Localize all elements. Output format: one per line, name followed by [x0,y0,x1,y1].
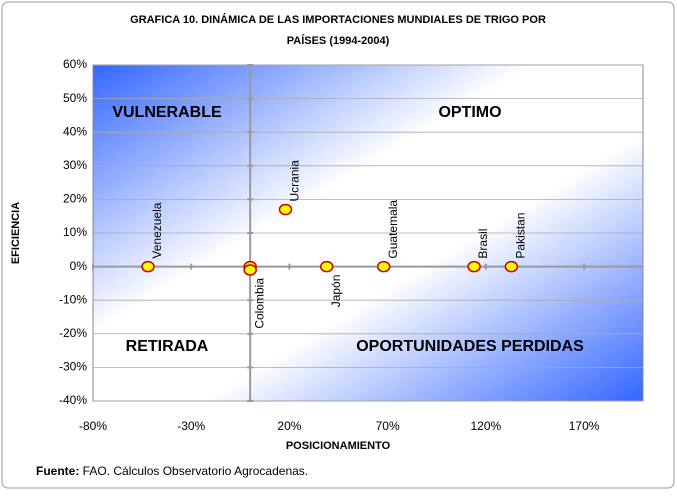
y-tick-label: 60% [63,57,87,71]
point-label: Japón [329,275,343,308]
y-tick-label: -20% [59,326,87,340]
point-label: Venezuela [150,202,164,258]
point-label: Pakistan [514,213,528,259]
point [278,203,293,216]
point-label: Guatemala [386,200,400,259]
x-tick-label: -80% [79,419,107,433]
x-axis-title: POSICIONAMIENTO [286,440,391,452]
x-tick-label: 170% [569,419,600,433]
point-label: Colombia [252,278,266,329]
y-tick-label: -10% [59,292,87,306]
y-tick-label: 10% [63,225,87,239]
y-tick-label: 40% [63,124,87,138]
point-label: Ucrania [288,160,302,202]
y-tick-label: 20% [63,192,87,206]
y-tick-label: -30% [59,360,87,374]
point-label: Brasil [476,229,490,259]
x-tick-label: 20% [277,419,301,433]
y-axis-title: EFICIENCIA [10,202,22,264]
x-tick-label: 120% [471,419,502,433]
point [376,260,391,273]
point [467,260,481,273]
y-tick-label: 50% [63,91,87,105]
chart-title: PAÍSES (1994-2004) [287,34,390,47]
point [504,260,519,273]
point [141,260,155,273]
quadrant-label: VULNERABLE [112,104,222,121]
x-tick-label: -30% [177,419,205,433]
y-tick-label: -40% [59,393,87,407]
point [243,264,257,276]
y-tick-label: 0% [70,259,88,273]
y-tick-label: 30% [63,158,87,172]
quadrant-label: OPORTUNIDADES PERDIDAS [356,338,584,355]
source: Fuente: FAO. Cálculos Observatorio Agroc… [36,464,308,478]
quadrant-label: OPTIMO [438,104,501,121]
source-label: Fuente: [36,464,79,478]
x-tick-label: 70% [376,419,400,433]
quadrant-label: RETIRADA [126,338,209,355]
point [320,260,334,273]
chart-title: GRAFICA 10. DINÁMICA DE LAS IMPORTACIONE… [130,13,546,26]
source-text: FAO. Cálculos Observatorio Agrocadenas. [79,464,308,478]
